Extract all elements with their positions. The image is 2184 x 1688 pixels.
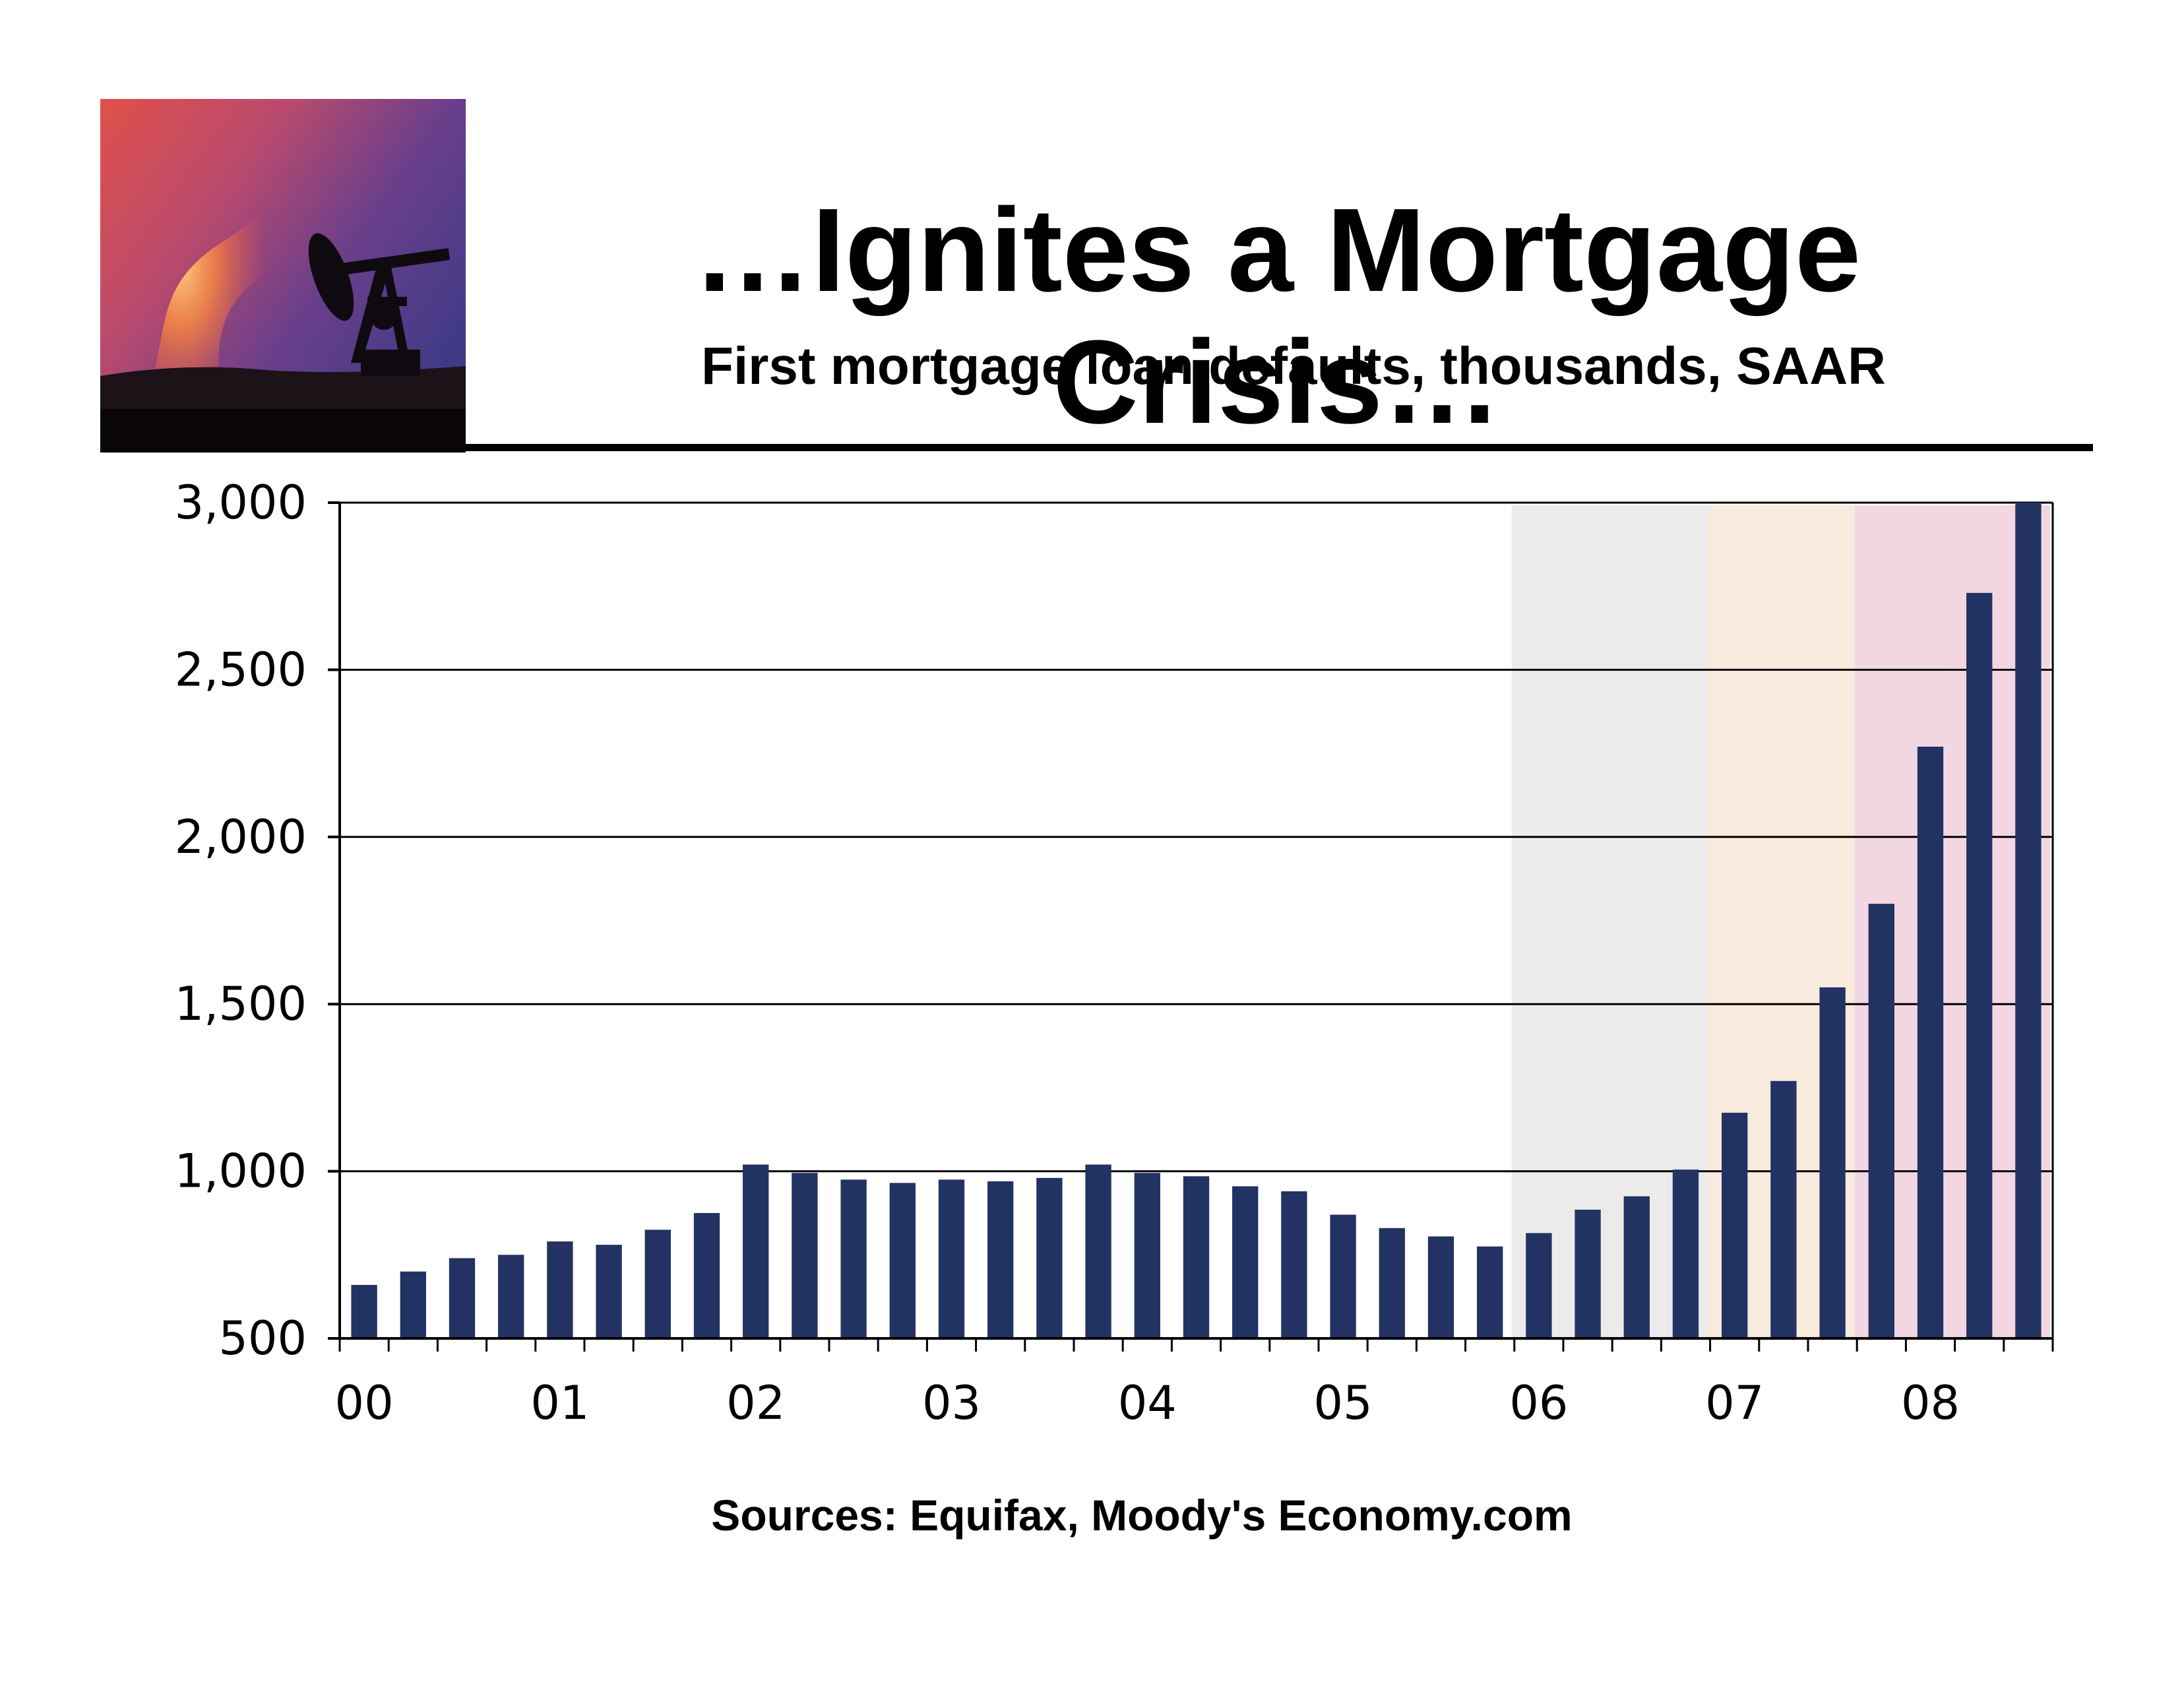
bar [1672, 1170, 1699, 1338]
bar [1232, 1186, 1259, 1338]
bar [400, 1271, 426, 1338]
x-tick-label: 05 [1314, 1376, 1373, 1430]
bar [840, 1179, 867, 1338]
x-tick-label: 01 [530, 1376, 589, 1430]
x-tick-label: 00 [335, 1376, 394, 1430]
bar [1036, 1177, 1063, 1338]
x-tick-label: 08 [1901, 1376, 1960, 1430]
slide-title: …Ignites a Mortgage Crisis… [693, 184, 1861, 449]
bar [1330, 1214, 1356, 1338]
bar [1183, 1176, 1210, 1338]
y-tick-label: 2,000 [175, 810, 307, 864]
bar [1722, 1112, 1748, 1338]
x-tick-label: 04 [1118, 1376, 1177, 1430]
y-tick-label: 500 [218, 1311, 307, 1365]
bar [351, 1284, 377, 1338]
bar [1770, 1080, 1797, 1338]
bar [938, 1179, 965, 1338]
bar [547, 1241, 573, 1338]
bar [1281, 1191, 1307, 1338]
bar [1526, 1233, 1552, 1338]
axes [328, 501, 2054, 1352]
bar [2015, 503, 2042, 1338]
bar [1868, 904, 1894, 1338]
y-tick-label: 1,000 [175, 1144, 307, 1199]
bar [693, 1212, 720, 1338]
bar [792, 1173, 818, 1338]
bar-chart: 500 1,000 1,500 2,000 2,500 3,000 00 01 02 03 04 0… [119, 475, 2071, 1438]
bar [644, 1230, 671, 1338]
y-tick-labels: 500 1,000 1,500 2,000 2,500 3,000 [175, 476, 307, 1365]
x-tick-label: 03 [922, 1376, 981, 1430]
y-tick-label: 3,000 [175, 476, 307, 530]
slide-subtitle: First mortgage loan defaults, thousands,… [701, 336, 1886, 395]
x-tick-label: 07 [1705, 1376, 1764, 1430]
bar [889, 1183, 916, 1338]
x-tick-label: 02 [726, 1376, 785, 1430]
bar [987, 1181, 1014, 1338]
bar [1134, 1173, 1160, 1338]
bar [449, 1258, 476, 1338]
bar [743, 1164, 769, 1338]
bar [1917, 746, 1944, 1338]
title-rule [466, 444, 2093, 451]
bar [1575, 1209, 1601, 1338]
y-tick-label: 1,500 [175, 977, 307, 1031]
y-tick-label: 2,500 [175, 642, 307, 697]
x-tick-labels: 00 01 02 03 04 05 06 07 08 [335, 1376, 1960, 1430]
bar [1477, 1246, 1503, 1338]
bar [498, 1255, 524, 1338]
bar [1085, 1164, 1111, 1338]
source-note: Sources: Equifax, Moody's Economy.com [711, 1491, 1573, 1540]
oil-pump-sunset-icon [100, 99, 466, 453]
bar [1379, 1228, 1405, 1338]
bar [1623, 1196, 1650, 1338]
bar [1819, 987, 1846, 1338]
bars [351, 503, 2042, 1339]
bar [596, 1245, 622, 1338]
bar [1966, 592, 1993, 1339]
bar [1427, 1236, 1454, 1338]
x-tick-label: 06 [1509, 1376, 1568, 1430]
